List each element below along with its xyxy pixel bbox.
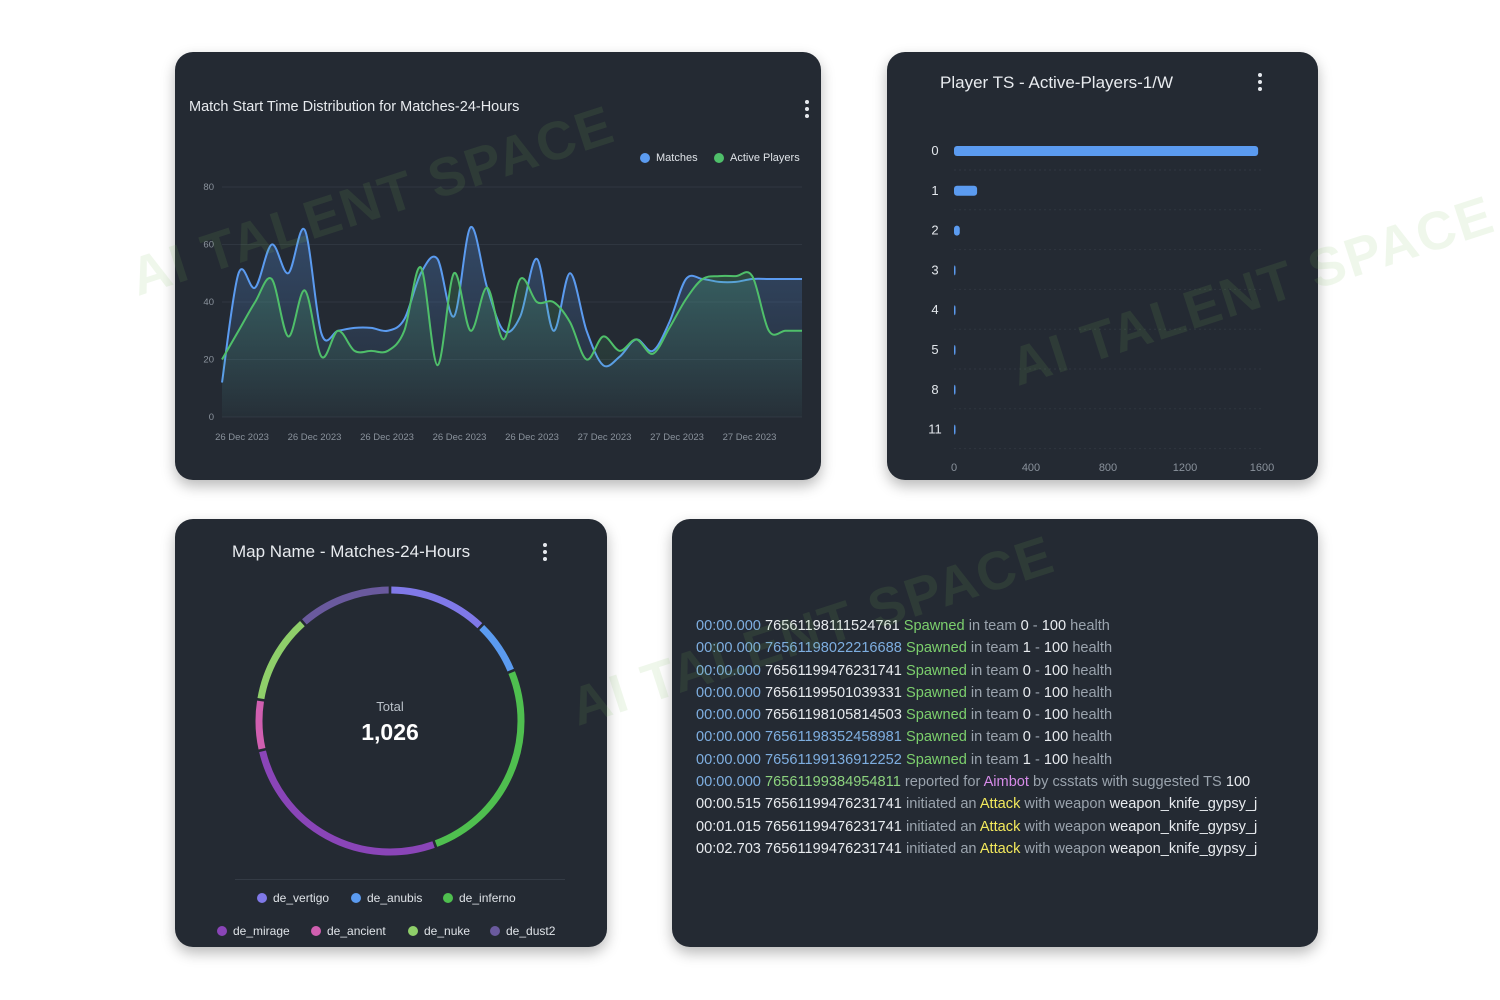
x-tick-label: 27 Dec 2023 xyxy=(723,432,777,443)
x-tick-label: 27 Dec 2023 xyxy=(578,432,632,443)
x-tick-label: 800 xyxy=(1099,462,1117,474)
donut-total-value: 1,026 xyxy=(361,719,419,745)
donut-slice-de-nuke xyxy=(257,621,305,700)
de-inferno-label: de_inferno xyxy=(459,891,516,905)
series-line-active-players xyxy=(221,266,802,367)
match-start-card: Match Start Time Distribution for Matche… xyxy=(175,52,821,480)
legend-de-mirage[interactable]: de_mirage xyxy=(217,924,290,938)
x-tick-label: 26 Dec 2023 xyxy=(288,432,342,443)
de-vertigo-label: de_vertigo xyxy=(273,891,330,905)
category-label: 2 xyxy=(931,223,938,238)
player-chart-title: Player TS - Active-Players-1/W xyxy=(940,73,1174,92)
map-chart-menu-icon[interactable] xyxy=(543,543,549,561)
category-label: 11 xyxy=(928,422,942,437)
x-tick-label: 26 Dec 2023 xyxy=(215,432,269,443)
donut-slice-de-vertigo xyxy=(391,586,483,629)
bar xyxy=(954,225,960,236)
bar xyxy=(954,265,956,276)
player-ts-bar-chart: 0 1 2 3 4 5 8 11 0 400 800 1200 1600 xyxy=(928,143,1274,474)
legend-de-ancient[interactable]: de_ancient xyxy=(311,924,386,938)
y-tick-label: 20 xyxy=(203,355,214,366)
log-line: 00:00.000 76561199501039331 Spawned in t… xyxy=(696,684,1113,701)
match-chart-menu-icon[interactable] xyxy=(805,100,811,118)
x-tick-label: 27 Dec 2023 xyxy=(650,432,704,443)
matches-legend-label: Matches xyxy=(656,152,698,164)
event-log: 00:00.000 76561198111524761 Spawned in t… xyxy=(696,615,1257,860)
de-nuke-label: de_nuke xyxy=(424,924,471,938)
donut-slice-de-inferno xyxy=(434,671,525,847)
donut-slice-de-anubis xyxy=(479,624,514,672)
category-label: 8 xyxy=(931,382,938,397)
de-dust2-label: de_dust2 xyxy=(506,924,556,938)
x-tick-label: 1600 xyxy=(1250,462,1274,474)
event-log-card: 00:00.000 76561198111524761 Spawned in t… xyxy=(672,519,1318,947)
bar xyxy=(954,384,956,395)
log-line: 00:00.000 76561198022216688 Spawned in t… xyxy=(696,640,1113,657)
category-label: 5 xyxy=(931,342,938,357)
category-label: 1 xyxy=(931,183,938,198)
match-chart-legend-active-players[interactable]: Active Players xyxy=(714,152,800,164)
bar xyxy=(954,305,956,316)
de-inferno-dot xyxy=(443,893,453,903)
series-area-active-players xyxy=(222,267,802,417)
category-label: 3 xyxy=(931,262,938,277)
legend-de-dust2[interactable]: de_dust2 xyxy=(490,924,555,938)
player-ts-card: Player TS - Active-Players-1/W 0 1 2 3 4 5 8 11… xyxy=(887,52,1318,480)
player-chart-menu-icon[interactable] xyxy=(1258,73,1264,91)
log-line-attack: 00:02.703 76561199476231741 initiated an… xyxy=(696,840,1258,857)
match-chart-legend-matches[interactable]: Matches xyxy=(640,152,698,164)
bar xyxy=(954,185,978,196)
y-tick-label: 80 xyxy=(203,182,214,193)
matches-legend-dot xyxy=(640,153,650,163)
map-chart-title: Map Name - Matches-24-Hours xyxy=(232,542,471,561)
log-line-attack: 00:00.515 76561199476231741 initiated an… xyxy=(696,796,1258,813)
log-line: 00:00.000 76561198111524761 Spawned in t… xyxy=(696,618,1110,634)
x-tick-label: 26 Dec 2023 xyxy=(360,432,414,443)
bar xyxy=(954,424,956,435)
de-ancient-label: de_ancient xyxy=(327,924,386,938)
y-tick-label: 40 xyxy=(203,297,214,308)
x-tick-label: 400 xyxy=(1022,462,1040,474)
map-name-card: Map Name - Matches-24-Hours Total 1,026 … xyxy=(175,519,607,947)
de-vertigo-dot xyxy=(257,893,267,903)
de-mirage-dot xyxy=(217,926,227,936)
donut-legend-divider xyxy=(235,879,565,880)
bar xyxy=(954,146,1259,156)
log-line: 00:00.000 76561199136912252 Spawned in t… xyxy=(696,751,1113,768)
legend-de-nuke[interactable]: de_nuke xyxy=(408,924,470,938)
de-mirage-label: de_mirage xyxy=(233,924,290,938)
de-dust2-dot xyxy=(490,926,500,936)
bar xyxy=(954,345,956,355)
donut-slice-de-ancient xyxy=(255,700,266,750)
de-nuke-dot xyxy=(408,926,418,936)
log-line-report: 00:00.000 76561199384954811 reported for… xyxy=(696,774,1251,791)
de-anubis-label: de_anubis xyxy=(367,891,423,905)
match-chart-title: Match Start Time Distribution for Matche… xyxy=(189,99,520,115)
log-line-attack: 00:01.015 76561199476231741 initiated an… xyxy=(696,818,1258,835)
active-players-legend-label: Active Players xyxy=(730,152,800,164)
de-ancient-dot xyxy=(311,926,321,936)
map-donut-chart xyxy=(255,586,525,856)
y-tick-label: 60 xyxy=(203,240,214,251)
de-anubis-dot xyxy=(351,893,361,903)
legend-de-vertigo[interactable]: de_vertigo xyxy=(257,891,329,905)
donut-slice-de-dust2 xyxy=(302,586,389,625)
log-line: 00:00.000 76561199476231741 Spawned in t… xyxy=(696,662,1113,679)
x-tick-label: 26 Dec 2023 xyxy=(505,432,559,443)
log-line: 00:00.000 76561198352458981 Spawned in t… xyxy=(696,729,1113,746)
y-tick-label: 0 xyxy=(209,412,214,423)
x-tick-label: 1200 xyxy=(1173,462,1197,474)
donut-total-label: Total xyxy=(376,699,404,714)
log-line: 00:00.000 76561198105814503 Spawned in t… xyxy=(696,707,1113,724)
x-tick-label: 26 Dec 2023 xyxy=(433,432,487,443)
category-label: 0 xyxy=(931,143,938,158)
active-players-legend-dot xyxy=(714,153,724,163)
x-tick-label: 0 xyxy=(951,462,957,474)
legend-de-inferno[interactable]: de_inferno xyxy=(443,891,516,905)
legend-de-anubis[interactable]: de_anubis xyxy=(351,891,422,905)
match-start-line-chart: 0 20 40 60 80 26 Dec 2023 26 Dec 2023 26 Dec 20… xyxy=(203,182,802,443)
category-label: 4 xyxy=(931,302,938,317)
donut-slice-de-mirage xyxy=(259,750,435,856)
